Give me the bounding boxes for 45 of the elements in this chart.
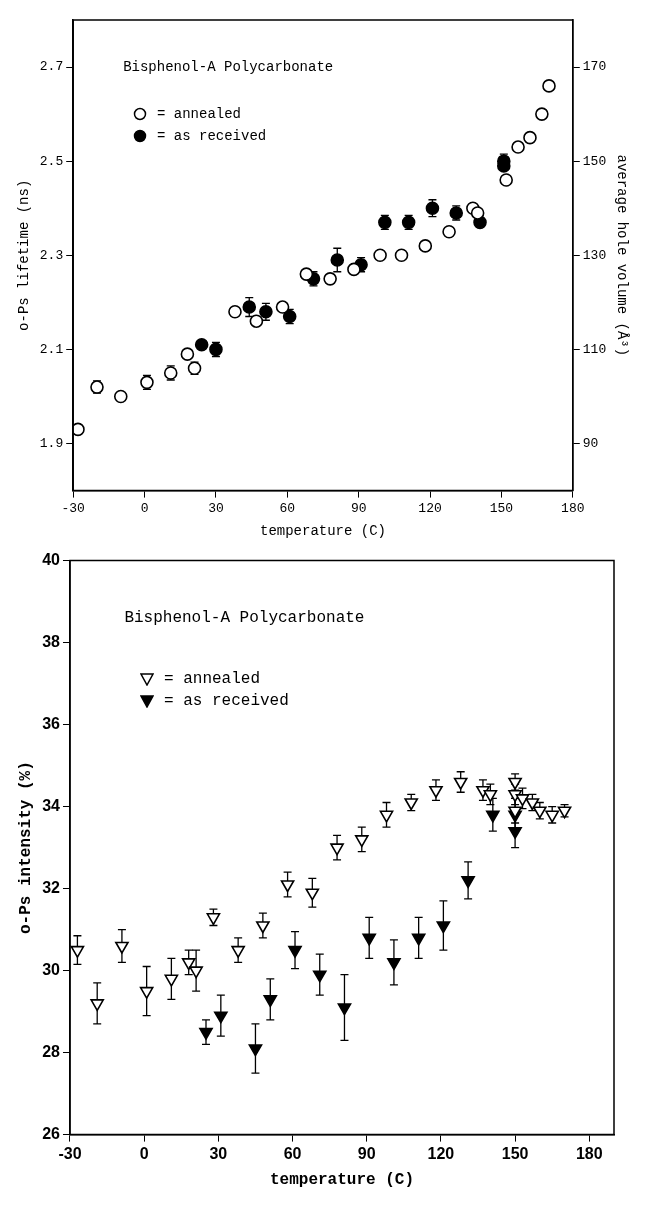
x-axis-title: temperature (C) bbox=[269, 1171, 415, 1190]
x-tick-label: 150 bbox=[501, 1144, 529, 1162]
text: Bisphenol-A Polycarbonate bbox=[124, 609, 365, 628]
y-axis-title: o-Ps intensity (%) bbox=[16, 761, 35, 935]
x-tick-label: 120 bbox=[418, 500, 442, 516]
y2-tick-label: 170 bbox=[582, 59, 607, 75]
y-axis-title: o-Ps lifetime (ns) bbox=[16, 179, 33, 331]
y-tick-label: 2.7 bbox=[39, 59, 64, 75]
text: Bisphenol-A Polycarbonate bbox=[123, 58, 334, 75]
y-tick-label: 2.1 bbox=[39, 341, 64, 357]
x-tick-label: 120 bbox=[427, 1144, 455, 1162]
y-tick-label: 36 bbox=[42, 715, 61, 733]
x-tick-label: 30 bbox=[209, 1144, 228, 1162]
y-tick-label: 2.3 bbox=[39, 247, 64, 263]
x-tick-label: 90 bbox=[350, 500, 367, 516]
y2-tick-label: 130 bbox=[582, 247, 607, 263]
x-tick-label: 60 bbox=[283, 1144, 302, 1162]
y2-axis-title: average hole volume (Å³) bbox=[613, 154, 630, 357]
legend-label: = annealed bbox=[164, 669, 261, 690]
x-tick-label: 90 bbox=[357, 1144, 376, 1162]
y-tick-label: 2.5 bbox=[39, 153, 64, 169]
legend-label: = as received bbox=[164, 691, 289, 712]
y-tick-label: 28 bbox=[42, 1043, 61, 1061]
x-tick-label: -30 bbox=[58, 1144, 82, 1162]
x-tick-label: 30 bbox=[208, 500, 224, 516]
x-tick-label: 150 bbox=[489, 500, 514, 516]
x-axis-title: temperature (C) bbox=[259, 523, 387, 540]
legend-label: = as received bbox=[157, 127, 267, 146]
y-tick-label: 32 bbox=[42, 879, 61, 897]
x-tick-label: 0 bbox=[140, 500, 149, 516]
y2-tick-label: 90 bbox=[582, 435, 599, 451]
y2-tick-label: 150 bbox=[582, 153, 607, 169]
x-tick-label: 180 bbox=[575, 1144, 603, 1162]
y2-tick-label: 110 bbox=[582, 341, 607, 357]
y-tick-label: 30 bbox=[42, 961, 61, 979]
y-tick-label: 34 bbox=[42, 797, 61, 815]
legend-label: = annealed bbox=[157, 105, 242, 124]
x-tick-label: 60 bbox=[279, 500, 296, 516]
y-tick-label: 1.9 bbox=[39, 435, 64, 451]
y-tick-label: 26 bbox=[42, 1125, 61, 1143]
y-tick-label: 40 bbox=[42, 551, 61, 569]
x-tick-label: -30 bbox=[61, 500, 85, 516]
y-tick-label: 38 bbox=[42, 633, 61, 651]
x-tick-label: 180 bbox=[561, 500, 585, 516]
x-tick-label: 0 bbox=[139, 1144, 149, 1162]
